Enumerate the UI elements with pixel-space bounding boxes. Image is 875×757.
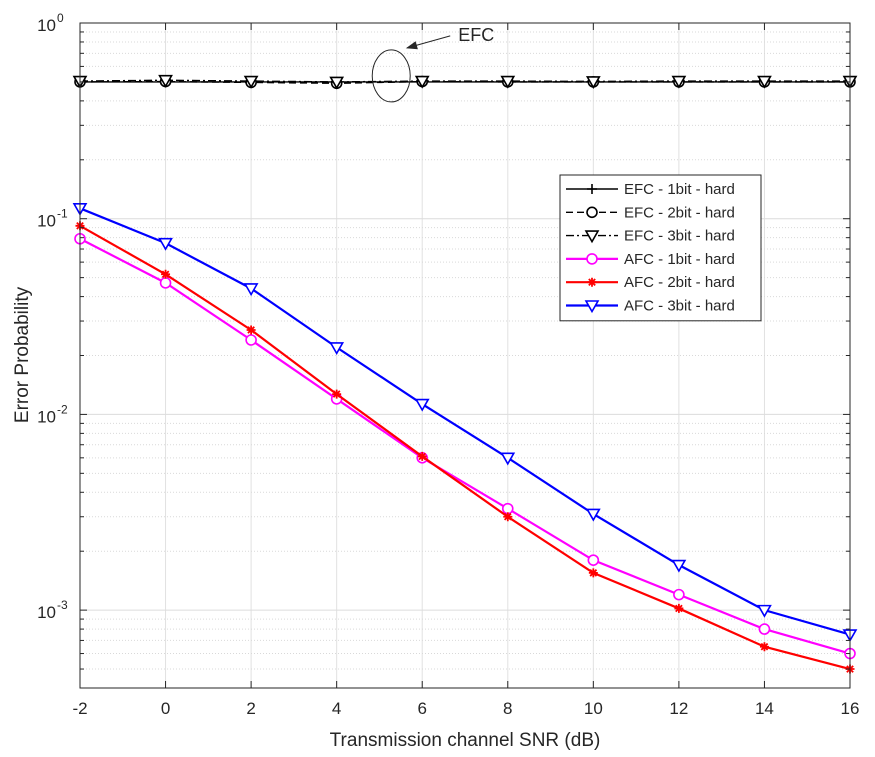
marker-plus [587,184,597,194]
x-tick-label: 0 [161,699,170,718]
y-tick-exponent: -3 [57,598,68,612]
series-layer [72,74,858,674]
marker-triangle-down [243,75,259,89]
legend-entry: EFC - 1bit - hard [566,181,735,198]
legend-entry: AFC - 1bit - hard [566,251,735,268]
x-axis-label: Transmission channel SNR (dB) [330,730,601,751]
y-tick-label: 10 -1 [37,207,68,231]
marker-circle [245,334,257,346]
y-tick-label: 10 -3 [37,598,68,622]
y-tick-base: 10 [37,603,56,622]
marker-asterisk [246,325,256,335]
legend-entry: AFC - 2bit - hard [566,274,735,291]
series-line [79,207,851,636]
marker-circle [587,554,600,566]
marker-triangle-down [414,398,430,412]
x-tick-label: 10 [584,699,603,718]
x-tick-label: 4 [332,699,341,718]
marker-triangle-down [158,237,173,251]
y-tick-base: 10 [37,212,56,231]
marker-triangle-down [329,342,345,356]
marker-circle [586,253,598,265]
x-tick-label: 12 [669,699,688,718]
marker-triangle-down [584,300,600,314]
marker-triangle-down [671,559,687,573]
legend-entry: AFC - 3bit - hard [566,298,735,315]
x-tick-label: 14 [755,699,774,718]
annotation-label: EFC [458,25,494,45]
legend-label: EFC - 2bit - hard [624,204,735,221]
legend-label: AFC - 1bit - hard [624,251,735,268]
marker-triangle-down [757,75,772,89]
marker-asterisk [588,568,598,578]
efc-annotation: EFC [371,25,494,103]
marker-triangle-down [585,508,601,522]
marker-circle [501,502,514,515]
legend-label: AFC - 3bit - hard [624,298,735,315]
marker-asterisk [161,269,171,279]
marker-triangle-down [671,75,687,89]
marker-triangle-down [329,76,345,90]
marker-triangle-down [500,75,516,89]
y-tick-exponent: -2 [57,402,68,416]
marker-triangle-down [158,74,173,88]
legend-box [559,174,762,322]
marker-asterisk [674,603,684,613]
marker-circle [758,623,771,635]
series-line [79,79,850,83]
legend-entry: EFC - 3bit - hard [566,228,735,245]
marker-asterisk [332,389,342,399]
marker-asterisk [417,451,427,461]
legend-label: EFC - 3bit - hard [624,228,735,245]
marker-triangle-down [243,283,259,297]
marker-triangle-down [500,452,516,466]
y-tick-label: 10 0 [37,11,64,35]
annotation-arrow-head [405,41,418,50]
x-tick-label: 8 [503,699,512,718]
legend: EFC - 1bit - hard EFC - 2bit - hard EFC - … [559,174,762,322]
series-line [79,224,851,671]
y-tick-base: 10 [37,16,56,35]
marker-asterisk [503,512,513,522]
x-tick-label: 2 [246,699,255,718]
series-line [79,237,851,655]
legend-label: AFC - 2bit - hard [624,274,735,291]
annotation-ellipse [371,49,411,103]
y-tick-label: 10 -2 [37,402,68,426]
marker-circle [673,588,685,601]
legend-label: EFC - 1bit - hard [624,181,735,198]
y-tick-exponent: -1 [57,207,68,221]
series-afc-3bit-hard [72,203,858,643]
marker-triangle-down [585,76,601,90]
x-tick-label: -2 [72,699,87,718]
marker-triangle-down [414,75,430,89]
marker-triangle-down [757,604,772,618]
marker-circle [586,206,598,219]
x-tick-label: 6 [417,699,426,718]
legend-entry: EFC - 2bit - hard [566,204,735,221]
marker-asterisk [759,642,769,652]
marker-circle [159,277,172,289]
marker-asterisk [587,277,597,287]
y-tick-base: 10 [37,407,56,426]
y-tick-exponent: 0 [57,11,64,25]
y-axis-label: Error Probability [12,286,33,423]
x-tick-label: 16 [841,699,860,718]
marker-triangle-down [584,230,600,244]
